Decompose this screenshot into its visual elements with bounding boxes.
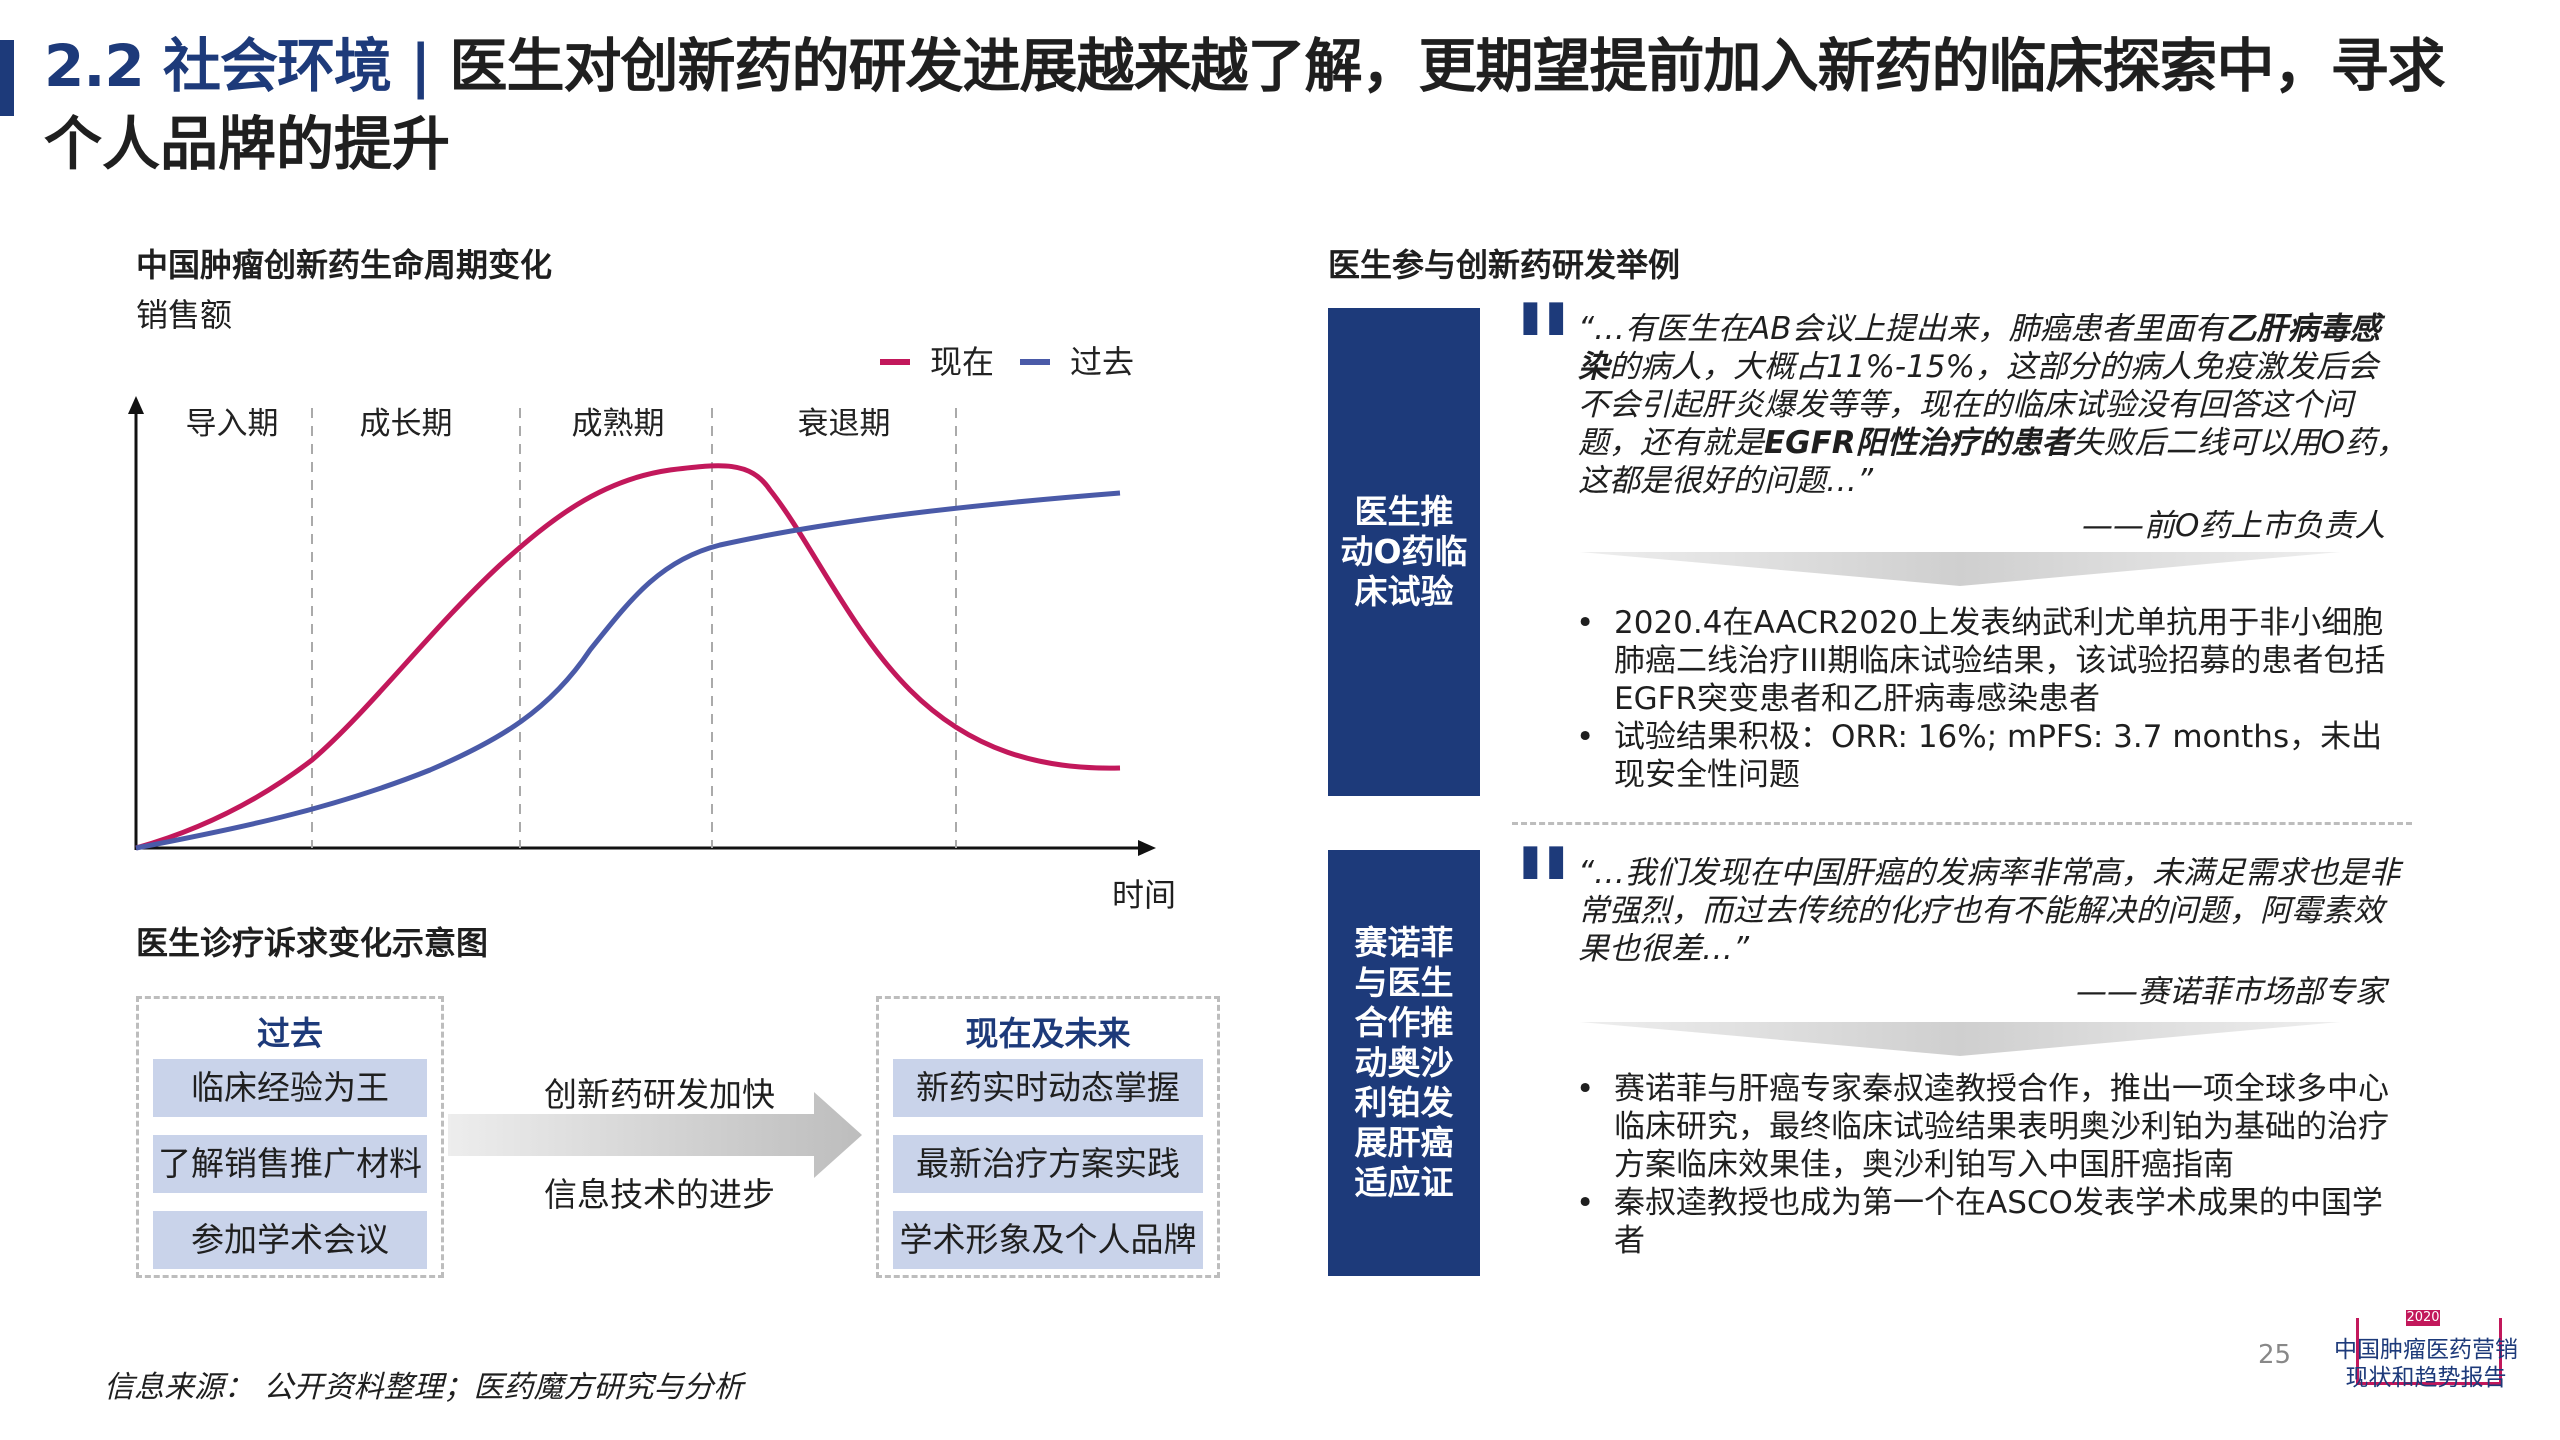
page-number: 25 <box>2258 1340 2292 1370</box>
source-note: 信息来源： 公开资料整理；医药魔方研究与分析 <box>104 1370 744 1405</box>
arrow-label-bottom: 信息技术的进步 <box>544 1175 775 1214</box>
case1-quote-part: “…有医生在AB会议上提出来，肺癌患者里面有 <box>1578 311 2226 347</box>
phase-label-mature: 成熟期 <box>572 406 665 442</box>
future-item: 新药实时动态掌握 <box>893 1059 1203 1117</box>
phase-label-decline: 衰退期 <box>798 406 891 442</box>
lifecycle-chart: 导入期 成长期 成熟期 衰退期 现在 过去 <box>128 343 1156 856</box>
title-accent-bar <box>0 40 14 116</box>
title-text-line1: 医生对创新药的研发进展越来越了解，更期望提前加入新药的临床探索中，寻求 <box>449 32 2446 100</box>
case2-bullet: 秦叔逵教授也成为第一个在ASCO发表学术成果的中国学者 <box>1576 1184 2406 1260</box>
y-axis-arrow <box>128 396 144 414</box>
section-number: 2.2 社会环境 <box>44 32 392 100</box>
legend-label-now: 现在 <box>930 343 994 381</box>
case2-label-block: 赛诺菲与医生合作推动奥沙利铂发展肝癌适应证 <box>1328 850 1480 1276</box>
phase-label-growth: 成长期 <box>360 406 453 442</box>
case2-bullets: 赛诺菲与肝癌专家秦叔逵教授合作，推出一项全球多中心临床研究，最终临床试验结果表明… <box>1576 1070 2406 1260</box>
cases-heading: 医生参与创新药研发举例 <box>1328 246 1681 284</box>
case1-label-block: 医生推动O药临床试验 <box>1328 308 1480 796</box>
title-text-line2: 个人品牌的提升 <box>44 110 451 178</box>
past-item: 了解销售推广材料 <box>153 1135 427 1193</box>
lifecycle-heading: 中国肿瘤创新药生命周期变化 <box>136 246 553 284</box>
transition-arrow <box>448 1092 862 1178</box>
case2-quote-mark: " <box>1512 824 1575 963</box>
arrow-label-top: 创新药研发加快 <box>544 1075 775 1114</box>
past-box: 过去 临床经验为王 了解销售推广材料 参加学术会议 <box>136 996 444 1278</box>
past-item: 参加学术会议 <box>153 1211 427 1269</box>
case1-bullet: 2020.4在AACR2020上发表纳武利尤单抗用于非小细胞肺癌二线治疗III期… <box>1576 604 2406 718</box>
case2-chevron-divider <box>1580 1022 2340 1056</box>
phase-label-intro: 导入期 <box>186 406 279 442</box>
case2-quote: “…我们发现在中国肝癌的发病率非常高，未满足需求也是非常强烈，而过去传统的化疗也… <box>1578 855 2401 967</box>
case2-attribution: ——赛诺菲市场部专家 <box>2076 974 2386 1010</box>
future-title: 现在及未来 <box>965 1014 1131 1053</box>
compare-heading: 医生诊疗诉求变化示意图 <box>136 924 489 962</box>
case-divider <box>1512 822 2412 825</box>
case1-bullets: 2020.4在AACR2020上发表纳武利尤单抗用于非小细胞肺癌二线治疗III期… <box>1576 604 2406 794</box>
logo-line2: 现状和趋势报告 <box>2345 1365 2507 1391</box>
title-separator: | <box>410 32 431 100</box>
case1-chevron-divider <box>1580 552 2340 586</box>
case1-label: 医生推动O药临床试验 <box>1340 492 1468 611</box>
case1-quote-part: 失败后二线可以用O药，这都是很好的问题…” <box>1578 425 2408 499</box>
case2-label: 赛诺菲与医生合作推动奥沙利铂发展肝癌适应证 <box>1354 923 1454 1202</box>
x-axis-arrow <box>1138 840 1156 856</box>
logo-frame <box>2356 1318 2502 1385</box>
legend-label-past: 过去 <box>1070 343 1134 381</box>
case1-quote-highlight: 乙肝病毒感染 <box>1578 311 2381 385</box>
case2-bullet: 赛诺菲与肝癌专家秦叔逵教授合作，推出一项全球多中心临床研究，最终临床试验结果表明… <box>1576 1070 2406 1184</box>
report-logo: 2020 中国肿瘤医药营销 现状和趋势报告 <box>2326 1310 2526 1392</box>
future-item: 学术形象及个人品牌 <box>893 1211 1203 1269</box>
logo-line1: 中国肿瘤医药营销 <box>2334 1337 2518 1363</box>
case1-quote-highlight: EGFR阳性治疗的患者 <box>1764 425 2073 461</box>
future-item: 最新治疗方案实践 <box>893 1135 1203 1193</box>
case1-bullet: 试验结果积极：ORR: 16%; mPFS: 3.7 months，未出现安全性… <box>1576 718 2406 794</box>
case1-quote-part: 的病人，大概占11%-15%，这部分的病人免疫激发后会不会引起肝炎爆发等等，现在… <box>1578 349 2378 461</box>
page-title: 2.2 社会环境 | 医生对创新药的研发进展越来越了解，更期望提前加入新药的临床… <box>44 30 2446 102</box>
chart-ylabel: 销售额 <box>136 296 233 334</box>
series-line-now <box>135 463 1121 851</box>
logo-year: 2020 <box>2406 1310 2440 1326</box>
chart-xlabel: 时间 <box>1112 876 1177 914</box>
case1-attribution: ——前O药上市负责人 <box>2082 508 2386 544</box>
past-title: 过去 <box>257 1014 323 1053</box>
case1-quote: “…有医生在AB会议上提出来，肺癌患者里面有乙肝病毒感染的病人，大概占11%-1… <box>1578 310 2408 500</box>
future-box: 现在及未来 新药实时动态掌握 最新治疗方案实践 学术形象及个人品牌 <box>876 996 1220 1278</box>
series-line-past <box>135 490 1121 851</box>
past-item: 临床经验为王 <box>153 1059 427 1117</box>
case1-quote-mark: " <box>1512 280 1575 419</box>
